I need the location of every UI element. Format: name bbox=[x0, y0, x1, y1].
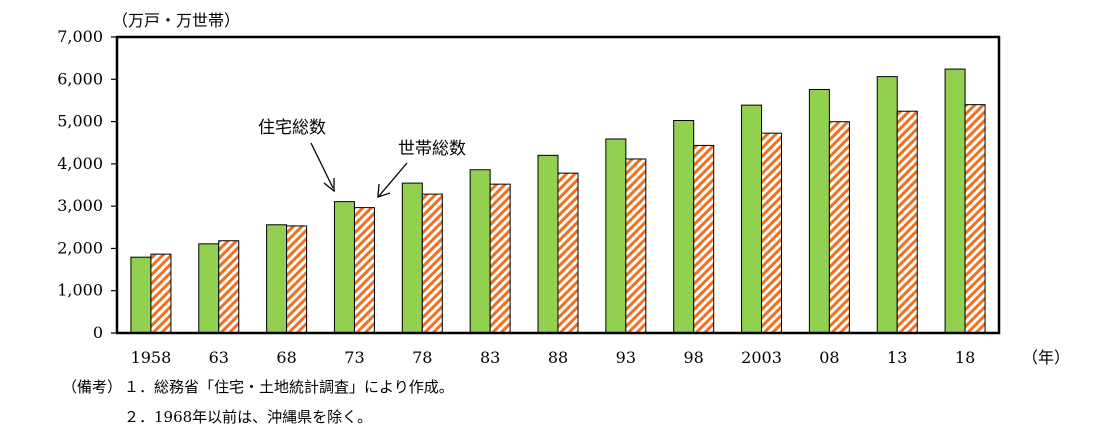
bar-housing-total bbox=[198, 243, 220, 334]
x-tick-label: 83 bbox=[480, 348, 500, 367]
x-tick-label: 18 bbox=[955, 348, 975, 367]
bar-housing-total bbox=[266, 224, 288, 334]
note-item-1: １．総務省「住宅・土地統計調査」により作成。 bbox=[124, 378, 454, 396]
y-axis-unit-label: （万戸・万世帯） bbox=[112, 11, 240, 30]
bar-household-total bbox=[761, 132, 783, 334]
bar-household-total bbox=[489, 183, 511, 334]
x-tick-label: 98 bbox=[684, 348, 704, 367]
bar-household-total bbox=[693, 144, 715, 334]
annotation-arrowhead-household bbox=[377, 183, 391, 198]
annotation-arrow-household bbox=[378, 162, 408, 197]
bar-household-total bbox=[964, 104, 986, 334]
annotation-arrow-housing bbox=[310, 142, 334, 189]
x-tick-label: 1958 bbox=[131, 348, 172, 367]
bar-household-total bbox=[421, 193, 443, 334]
x-axis-unit-label: （年） bbox=[1022, 348, 1070, 367]
bar-household-total bbox=[828, 121, 850, 334]
y-tick-label: 4,000 bbox=[57, 154, 103, 173]
bar-chart: （万戸・万世帯） （年） 0 1,000 2,000 3,000 4,000 5,000 6… bbox=[57, 11, 1070, 367]
bar-housing-total bbox=[333, 201, 355, 334]
bar-household-total bbox=[150, 253, 172, 334]
x-tick-label: 13 bbox=[887, 348, 907, 367]
x-tick-label: 88 bbox=[548, 348, 568, 367]
bar-housing-total bbox=[537, 154, 559, 334]
y-tick-label: 0 bbox=[93, 323, 103, 342]
bar-housing-total bbox=[469, 169, 491, 334]
x-tick-label: 93 bbox=[616, 348, 636, 367]
y-tick-label: 3,000 bbox=[57, 196, 103, 215]
x-tick-label: 78 bbox=[412, 348, 432, 367]
bar-household-total bbox=[353, 207, 375, 334]
bar-housing-total bbox=[876, 76, 898, 334]
bar-housing-total bbox=[944, 68, 966, 334]
annotation-arrowhead-housing bbox=[323, 178, 335, 193]
x-tick-label: 63 bbox=[209, 348, 229, 367]
bar-housing-total bbox=[401, 182, 423, 334]
bar-household-total bbox=[896, 110, 918, 334]
bar-housing-total bbox=[808, 88, 830, 334]
bar-housing-total bbox=[673, 120, 695, 334]
y-tick-label: 5,000 bbox=[57, 112, 103, 131]
bar-housing-total bbox=[605, 138, 627, 334]
annotation-housing-total: 住宅総数 bbox=[258, 118, 326, 138]
y-tick-label: 2,000 bbox=[57, 238, 103, 257]
bar-household-total bbox=[218, 240, 240, 334]
bar-household-total bbox=[625, 158, 647, 334]
annotation-household-total: 世帯総数 bbox=[398, 139, 466, 159]
x-tick-label: 68 bbox=[276, 348, 296, 367]
note-item-2: ２．1968年以前は、沖縄県を除く。 bbox=[124, 408, 373, 426]
notes-label: （備考） bbox=[62, 378, 123, 396]
x-tick-label: 08 bbox=[819, 348, 839, 367]
plot-frame bbox=[115, 35, 1001, 335]
bar-household-total bbox=[286, 225, 308, 334]
y-tick-label: 1,000 bbox=[57, 281, 103, 300]
x-tick-label: 73 bbox=[344, 348, 364, 367]
bar-household-total bbox=[557, 172, 579, 334]
bar-housing-total bbox=[130, 256, 152, 334]
y-tick-label: 7,000 bbox=[57, 27, 103, 46]
notes: （備考） １．総務省「住宅・土地統計調査」により作成。 ２．1968年以前は、沖… bbox=[62, 372, 454, 432]
x-tick-label: 2003 bbox=[741, 348, 782, 367]
y-tick-label: 6,000 bbox=[57, 69, 103, 88]
bar-housing-total bbox=[741, 104, 763, 334]
